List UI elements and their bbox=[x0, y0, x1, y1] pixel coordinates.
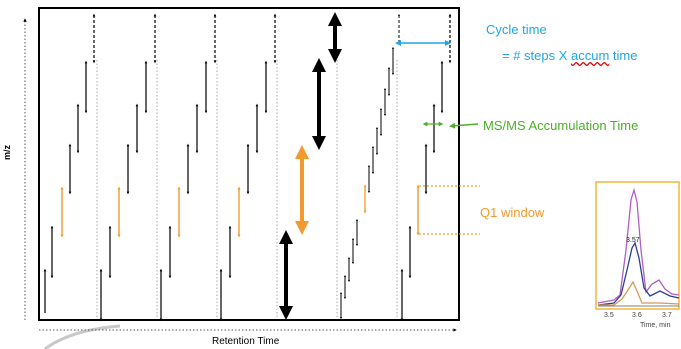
wide-window-cycle bbox=[279, 11, 342, 320]
inset-trace-purple bbox=[597, 187, 680, 304]
inset-peak-label: 3.57 bbox=[626, 237, 640, 244]
accumulation-callout-arrow bbox=[449, 122, 479, 129]
x-axis-label: Retention Time bbox=[212, 336, 280, 347]
q1-window-label: Q1 window bbox=[480, 205, 545, 220]
scan-cycle-3 bbox=[159, 13, 217, 322]
cycle-formula-suffix: time bbox=[609, 48, 638, 63]
scan-cycle-4 bbox=[219, 13, 277, 322]
cycle-time-title: Cycle time bbox=[486, 22, 547, 37]
scan-cycle-1 bbox=[43, 13, 96, 313]
decorative-swoosh bbox=[44, 324, 121, 349]
plot-frame bbox=[38, 7, 460, 321]
inset-trace-navy bbox=[597, 241, 680, 306]
cycle-formula-accum: accum bbox=[571, 48, 610, 63]
cycle-separators bbox=[96, 60, 398, 318]
cycle-formula-prefix: = # steps X bbox=[502, 48, 572, 63]
cycle-time-formula: = # steps X accum time bbox=[502, 48, 637, 63]
scan-cycle-7 bbox=[400, 13, 452, 322]
ms-accumulation-label: MS/MS Accumulation Time bbox=[483, 118, 639, 133]
inset-tick-3: 3.7 bbox=[662, 312, 672, 319]
y-axis-label: m/z bbox=[2, 144, 12, 160]
narrow-window-cycle bbox=[339, 13, 401, 320]
scan-cycle-2 bbox=[99, 13, 157, 322]
inset-trace-tan bbox=[598, 280, 680, 306]
inset-x-unit: Time, min bbox=[640, 322, 671, 329]
inset-chromatogram: 3.57 3.5 3.6 3.7 Time, min bbox=[595, 181, 680, 329]
inset-tick-2: 3.6 bbox=[632, 312, 642, 319]
inset-tick-1: 3.5 bbox=[604, 312, 614, 319]
